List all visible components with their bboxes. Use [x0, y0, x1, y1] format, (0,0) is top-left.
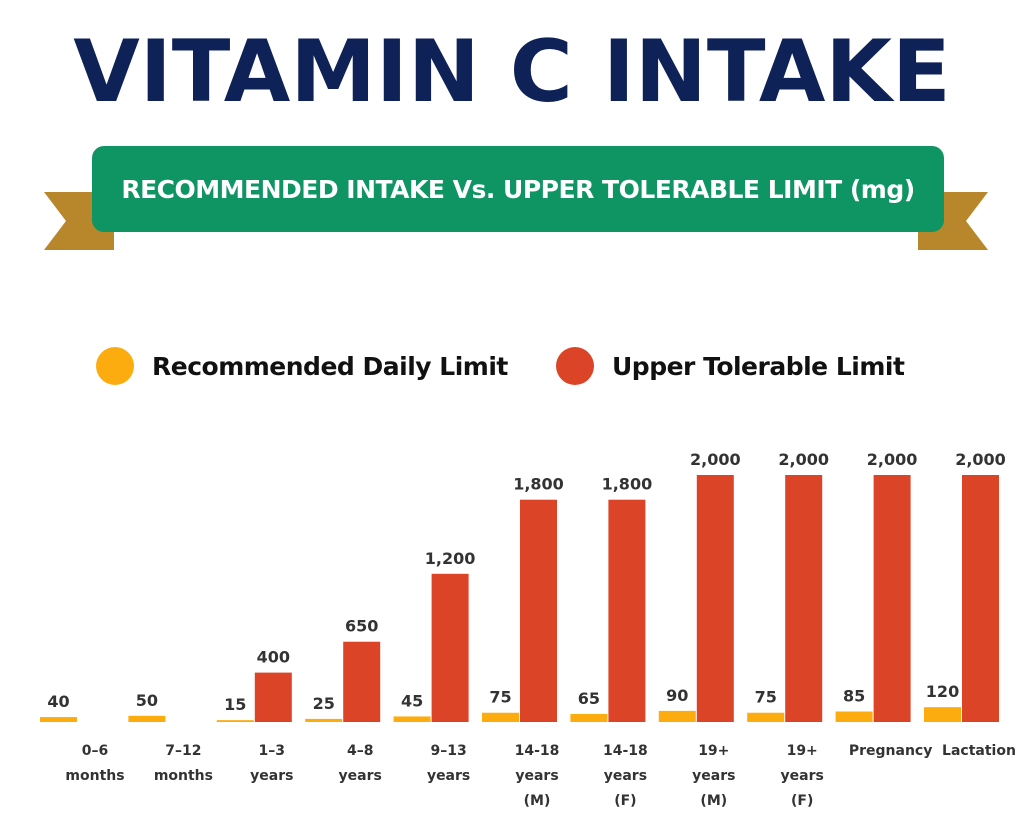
category-label: 4–8 years — [339, 743, 382, 784]
bar-recommended — [216, 720, 254, 722]
legend-swatch-recommended — [96, 347, 134, 385]
chart-title: VITAMIN C INTAKE — [73, 22, 951, 122]
value-label-recommended: 75 — [755, 688, 777, 707]
bar-chart: 40 0–6 months 50 7–12 months 15 400 1–3 years 25 65… — [40, 450, 1016, 809]
category-label: Lactation — [942, 743, 1016, 759]
bar-upper — [520, 499, 557, 722]
value-label-recommended: 120 — [926, 682, 959, 701]
value-label-upper: 400 — [257, 648, 290, 667]
bar-upper — [962, 475, 999, 722]
bar-upper — [785, 475, 823, 722]
category-label: 0–6 months — [65, 743, 124, 784]
category-label: 7–12 months — [154, 743, 213, 784]
bar-upper — [608, 499, 646, 722]
legend-label-recommended: Recommended Daily Limit — [152, 351, 508, 381]
bar-upper — [431, 573, 469, 722]
value-label-recommended: 75 — [489, 688, 511, 707]
bar-recommended — [835, 711, 873, 722]
value-label-upper: 2,000 — [955, 450, 1006, 469]
category-label: Pregnancy — [849, 743, 933, 759]
bar-recommended — [305, 718, 343, 722]
value-label-recommended: 50 — [136, 691, 158, 710]
bar-recommended — [747, 712, 785, 722]
value-label-recommended: 85 — [843, 687, 865, 706]
legend-swatch-upper — [556, 347, 594, 385]
bar-upper — [343, 641, 381, 722]
category-label: 19+ years (F) — [781, 743, 824, 809]
bar-recommended — [40, 717, 77, 722]
value-label-upper: 1,800 — [602, 475, 653, 494]
category-label: 14-18 years (M) — [515, 743, 560, 809]
value-label-recommended: 90 — [666, 686, 688, 705]
value-label-recommended: 15 — [224, 695, 246, 714]
bar-recommended — [128, 715, 166, 722]
value-label-upper: 1,200 — [425, 549, 476, 568]
bar-recommended — [570, 713, 608, 722]
value-label-upper: 650 — [345, 617, 378, 636]
bar-recommended — [393, 716, 431, 722]
bar-recommended — [482, 712, 519, 722]
category-label: 1–3 years — [250, 743, 293, 784]
bar-upper — [254, 672, 292, 722]
bar-upper — [696, 475, 734, 722]
value-label-upper: 2,000 — [690, 450, 741, 469]
legend-item-recommended: Recommended Daily Limit — [96, 347, 508, 385]
category-label: 19+ years (M) — [692, 743, 735, 809]
legend-item-upper: Upper Tolerable Limit — [556, 347, 905, 385]
subtitle-ribbon: RECOMMENDED INTAKE Vs. UPPER TOLERABLE L… — [92, 146, 944, 232]
chart-subtitle: RECOMMENDED INTAKE Vs. UPPER TOLERABLE L… — [121, 174, 915, 204]
category-label: 14-18 years (F) — [603, 743, 648, 809]
value-label-upper: 1,800 — [513, 475, 564, 494]
value-label-upper: 2,000 — [867, 450, 918, 469]
value-label-recommended: 45 — [401, 691, 423, 710]
category-label: 9–13 years — [427, 743, 470, 784]
bar-recommended — [658, 710, 696, 722]
value-label-recommended: 25 — [313, 694, 335, 713]
bar-recommended — [924, 707, 961, 722]
value-label-recommended: 40 — [47, 692, 69, 711]
value-label-recommended: 65 — [578, 689, 600, 708]
legend-label-upper: Upper Tolerable Limit — [612, 351, 905, 381]
bar-upper — [873, 475, 911, 722]
value-label-upper: 2,000 — [778, 450, 829, 469]
